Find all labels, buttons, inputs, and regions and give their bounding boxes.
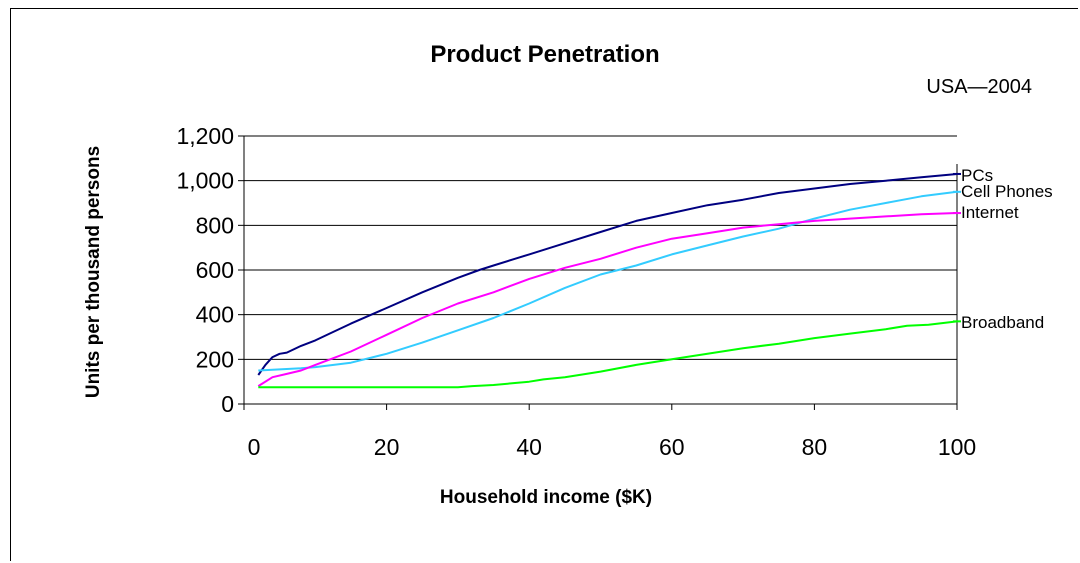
y-tick-label: 0 <box>221 391 234 417</box>
series-label: Cell Phones <box>961 182 1053 201</box>
series-lines <box>257 173 958 389</box>
series-line-2 <box>257 212 958 387</box>
y-tick-label: 1,000 <box>176 168 234 194</box>
y-tick-label: 800 <box>196 212 234 238</box>
x-tick-label: 80 <box>802 434 828 460</box>
series-label: Broadband <box>961 313 1044 332</box>
gridlines <box>244 135 957 360</box>
x-tick-label: 100 <box>938 434 976 460</box>
x-tick-label: 40 <box>516 434 542 460</box>
series-label: Internet <box>961 203 1019 222</box>
y-tick-label: 1,200 <box>176 123 234 149</box>
y-tick-labels: 0 200 400 600 800 1,000 1,200 <box>176 123 234 417</box>
y-axis-title: Units per thousand persons <box>83 146 104 398</box>
series-line-1 <box>258 190 958 372</box>
series-label: PCs <box>961 166 993 185</box>
x-tick-label: 20 <box>374 434 400 460</box>
series-line-0 <box>257 173 958 376</box>
x-tick-label: 60 <box>659 434 685 460</box>
x-axis-title: Household income ($K) <box>440 487 652 508</box>
x-tick-label: 0 <box>248 434 261 460</box>
y-tick-label: 200 <box>196 346 234 372</box>
chart-frame <box>10 8 1078 561</box>
y-tick-label: 400 <box>196 302 234 328</box>
series-line-3 <box>258 320 958 389</box>
axes <box>238 135 958 410</box>
chart-title: Product Penetration <box>430 41 659 68</box>
y-tick-label: 600 <box>196 257 234 283</box>
x-tick-labels: 0 20 40 60 80 100 <box>248 434 977 460</box>
chart-subtitle: USA—2004 <box>926 76 1032 98</box>
